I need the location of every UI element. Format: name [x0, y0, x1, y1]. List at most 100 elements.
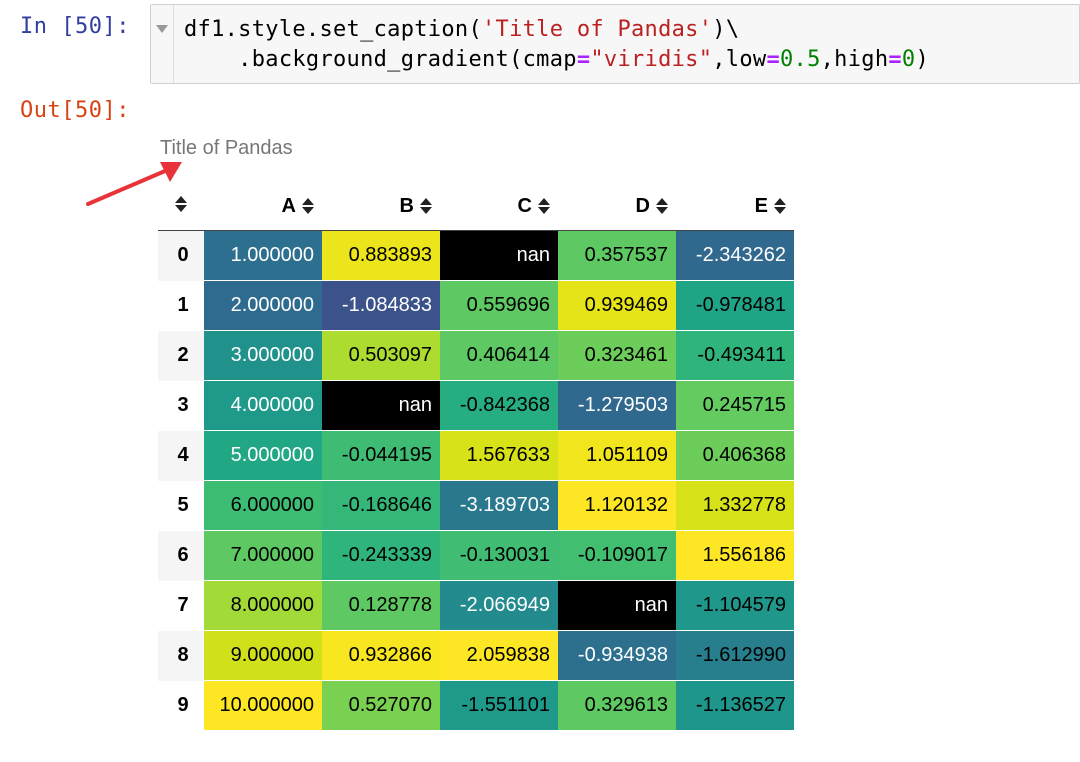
data-cell: -0.243339	[322, 530, 440, 581]
fold-arrow-icon[interactable]	[156, 25, 168, 33]
sort-icon[interactable]	[538, 198, 550, 214]
table-body: 0 1.000000 0.883893 nan 0.357537 -2.343262 1 2.…	[158, 230, 794, 731]
column-label: C	[517, 194, 532, 217]
sort-icon[interactable]	[656, 198, 668, 214]
index-header[interactable]	[158, 182, 204, 231]
row-index: 3	[158, 380, 204, 431]
sort-icon[interactable]	[302, 198, 314, 214]
input-prompt: In [50]:	[20, 14, 130, 39]
column-header-b[interactable]: B	[322, 182, 440, 231]
code-token: )\	[712, 17, 740, 42]
data-cell: 0.883893	[322, 230, 440, 281]
data-cell: -1.612990	[676, 630, 794, 681]
data-cell: 7.000000	[204, 530, 322, 581]
data-cell: 2.000000	[204, 280, 322, 331]
column-label: D	[635, 194, 650, 217]
header-row: A B C D E	[158, 182, 794, 231]
column-header-inner: D	[636, 195, 668, 218]
arrow-shaft	[86, 166, 174, 206]
data-cell: -0.978481	[676, 280, 794, 331]
code-string-token: "viridis"	[590, 47, 713, 72]
table-row: 3 4.000000 nan -0.842368 -1.279503 0.245715	[158, 380, 794, 431]
code-string-token: 'Title of Pandas'	[482, 17, 713, 42]
data-cell: 1.556186	[676, 530, 794, 581]
data-cell: 0.527070	[322, 680, 440, 731]
data-cell: -0.168646	[322, 480, 440, 531]
data-cell: -1.084833	[322, 280, 440, 331]
column-header-a[interactable]: A	[204, 182, 322, 231]
column-header-d[interactable]: D	[558, 182, 676, 231]
fold-gutter	[151, 5, 174, 83]
code-number-token: 0	[901, 47, 916, 72]
data-cell: -0.493411	[676, 330, 794, 381]
data-cell: 0.939469	[558, 280, 676, 331]
data-cell: -0.842368	[440, 380, 558, 431]
data-cell: 1.000000	[204, 230, 322, 281]
sort-icon[interactable]	[175, 195, 187, 212]
column-header-inner: E	[755, 195, 786, 218]
table-caption: Title of Pandas	[160, 137, 293, 159]
row-index: 7	[158, 580, 204, 631]
row-index: 8	[158, 630, 204, 681]
row-index: 0	[158, 230, 204, 281]
column-label: B	[399, 194, 414, 217]
data-cell: 8.000000	[204, 580, 322, 631]
code-cell-editor[interactable]: df1.style.set_caption('Title of Pandas')…	[150, 4, 1080, 84]
data-cell: 9.000000	[204, 630, 322, 681]
data-cell: 0.559696	[440, 280, 558, 331]
column-header-inner: A	[282, 195, 314, 218]
code-operator-token: =	[888, 47, 902, 72]
data-cell: 0.357537	[558, 230, 676, 281]
table-row: 4 5.000000 -0.044195 1.567633 1.051109 0.4063…	[158, 430, 794, 481]
column-header-c[interactable]: C	[440, 182, 558, 231]
data-cell: 0.323461	[558, 330, 676, 381]
row-index: 1	[158, 280, 204, 331]
data-cell: -0.934938	[558, 630, 676, 681]
sort-icon[interactable]	[774, 198, 786, 214]
row-index: 5	[158, 480, 204, 531]
data-cell: -0.109017	[558, 530, 676, 581]
row-index: 9	[158, 680, 204, 731]
arrow-head	[160, 162, 182, 182]
data-cell: 0.329613	[558, 680, 676, 731]
row-index: 6	[158, 530, 204, 581]
table-row: 8 9.000000 0.932866 2.059838 -0.934938 -1.612…	[158, 630, 794, 681]
data-cell: -1.136527	[676, 680, 794, 731]
code-token: df1.style.set_caption(	[184, 17, 482, 42]
data-cell: 1.332778	[676, 480, 794, 531]
data-cell: nan	[322, 380, 440, 431]
data-cell: -1.104579	[676, 580, 794, 631]
column-header-e[interactable]: E	[676, 182, 794, 231]
table-row: 7 8.000000 0.128778 -2.066949 nan -1.104579	[158, 580, 794, 631]
data-cell: 0.245715	[676, 380, 794, 431]
data-cell: -1.279503	[558, 380, 676, 431]
data-cell: 0.503097	[322, 330, 440, 381]
data-cell: 1.567633	[440, 430, 558, 481]
data-cell: 5.000000	[204, 430, 322, 481]
data-cell: -2.343262	[676, 230, 794, 281]
table-row: 0 1.000000 0.883893 nan 0.357537 -2.343262	[158, 230, 794, 281]
code-operator-token: =	[766, 47, 780, 72]
row-index: 2	[158, 330, 204, 381]
code-token: .background_gradient(cmap	[184, 47, 577, 72]
data-cell: nan	[440, 230, 558, 281]
data-cell: -2.066949	[440, 580, 558, 631]
column-label: E	[754, 194, 768, 217]
table-row: 5 6.000000 -0.168646 -3.189703 1.120132 1.332…	[158, 480, 794, 531]
code-line-2: .background_gradient(cmap="viridis",low=…	[184, 47, 929, 72]
column-header-inner: C	[518, 195, 550, 218]
code-number-token: 0.5	[780, 47, 821, 72]
data-cell: 2.059838	[440, 630, 558, 681]
column-header-inner: B	[400, 195, 432, 218]
table-row: 1 2.000000 -1.084833 0.559696 0.939469 -0.978…	[158, 280, 794, 331]
data-cell: 0.406414	[440, 330, 558, 381]
data-cell: 1.051109	[558, 430, 676, 481]
data-cell: 0.128778	[322, 580, 440, 631]
sort-icon[interactable]	[420, 198, 432, 214]
data-cell: 0.932866	[322, 630, 440, 681]
data-cell: 6.000000	[204, 480, 322, 531]
data-cell: 10.000000	[204, 680, 322, 731]
code-line-1: df1.style.set_caption('Title of Pandas')…	[184, 17, 739, 42]
